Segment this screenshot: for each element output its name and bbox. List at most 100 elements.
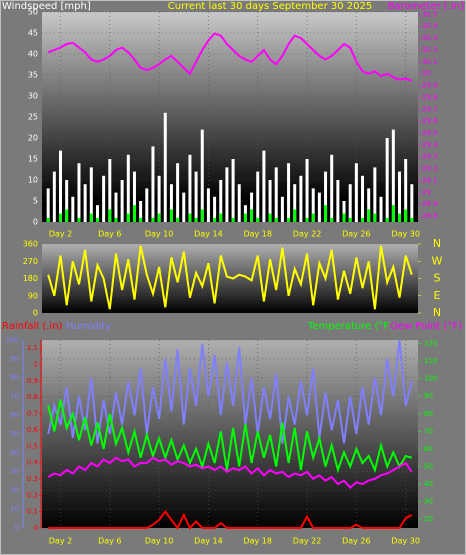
bar [194,171,198,222]
x-tick-label: Day 2 [49,230,72,239]
tick-label: N [433,306,441,319]
bar [108,159,112,222]
bar [58,213,62,222]
x-tick-label: Day 10 [145,537,174,546]
tick-label: 29.6 [422,117,438,125]
bar [132,171,136,222]
bar [256,217,260,222]
bar [151,146,155,222]
bar [373,167,377,222]
tick-label: S [434,272,441,285]
x-tick-label: Day 10 [145,230,174,239]
tick-label: 270 [23,257,38,266]
bar [200,209,204,222]
tick-label: 90 [28,291,38,300]
tick-label: 30.3 [422,34,438,42]
bar [219,180,223,222]
bar [391,129,395,222]
bar [250,192,254,222]
bar [213,196,217,222]
tick-label: 29.3 [422,153,438,161]
bar [379,196,383,222]
bar [145,188,149,222]
tick-label: 0.9 [27,377,38,385]
tick-label: 110 [424,357,437,365]
bar [410,184,414,222]
tick-label: 29 [422,188,431,196]
bar [324,171,328,222]
bar [219,213,223,222]
tick-label: 0 [15,524,19,532]
bar [361,175,365,222]
bar [194,217,198,222]
bar [274,217,278,222]
tick-label: 0 [33,309,38,318]
tick-label: 80 [424,410,433,418]
bar [330,217,334,222]
bar [95,205,99,222]
tick-label: 20 [28,134,38,143]
bar [361,217,365,222]
tick-label: 50 [424,463,433,471]
bar [77,163,81,222]
tick-label: 10 [28,176,38,185]
bar [120,180,124,222]
bar [348,217,352,222]
bar [231,217,235,222]
bar [139,201,143,222]
tick-label: 25 [28,113,38,122]
tick-label: 29.5 [422,129,438,137]
bar [163,112,167,222]
bar [231,159,235,222]
tick-label: 120 [424,340,437,348]
tick-label: 100 [6,336,19,344]
x-tick-label: Day 14 [194,537,223,546]
bar [342,201,346,222]
tick-label: 0.6 [27,426,39,434]
series-label: Humidity [66,321,111,332]
tick-label: 30.5 [422,10,438,18]
bar [237,184,241,222]
bar [398,213,402,222]
tick-label: 29.2 [422,165,438,173]
tick-label: 90 [424,392,433,400]
bar [311,213,315,222]
bar [293,209,297,222]
chart-title: Current last 30 days September 30 2025 [168,1,372,12]
bar [182,192,186,222]
x-tick-label: Day 18 [243,230,272,239]
tick-label: 29.8 [422,93,438,101]
bar [385,138,389,222]
x-tick-label: Day 18 [243,537,272,546]
bar [71,196,75,222]
bar [398,171,402,222]
bar [268,213,272,222]
x-tick-label: Day 26 [342,230,371,239]
tick-label: 35 [28,71,38,80]
bar [77,217,81,222]
tick-label: 28.9 [422,200,438,208]
tick-label: 0.5 [27,442,38,450]
x-tick-label: Day 30 [391,230,420,239]
line [47,32,413,82]
tick-label: 30 [28,92,38,101]
x-tick-label: Day 14 [194,230,223,239]
series-label: Rainfall (.in) [2,321,63,332]
line [48,510,413,530]
bar [206,188,210,222]
tick-label: 0.2 [27,491,38,499]
series-label: Dew Point (°F) [390,321,462,332]
bar [188,154,192,222]
bar [330,154,334,222]
tick-label: 0 [33,218,38,227]
tick-label: 30.4 [422,22,438,30]
x-tick-label: Day 30 [391,537,420,546]
bar [299,175,303,222]
bar [342,213,346,222]
bar [293,184,297,222]
tick-label: 40 [10,449,19,457]
series-label: Windspeed [mph] [2,1,91,12]
tick-label: 80 [10,374,19,382]
x-tick-label: Day 6 [98,230,121,239]
bar [404,159,408,222]
